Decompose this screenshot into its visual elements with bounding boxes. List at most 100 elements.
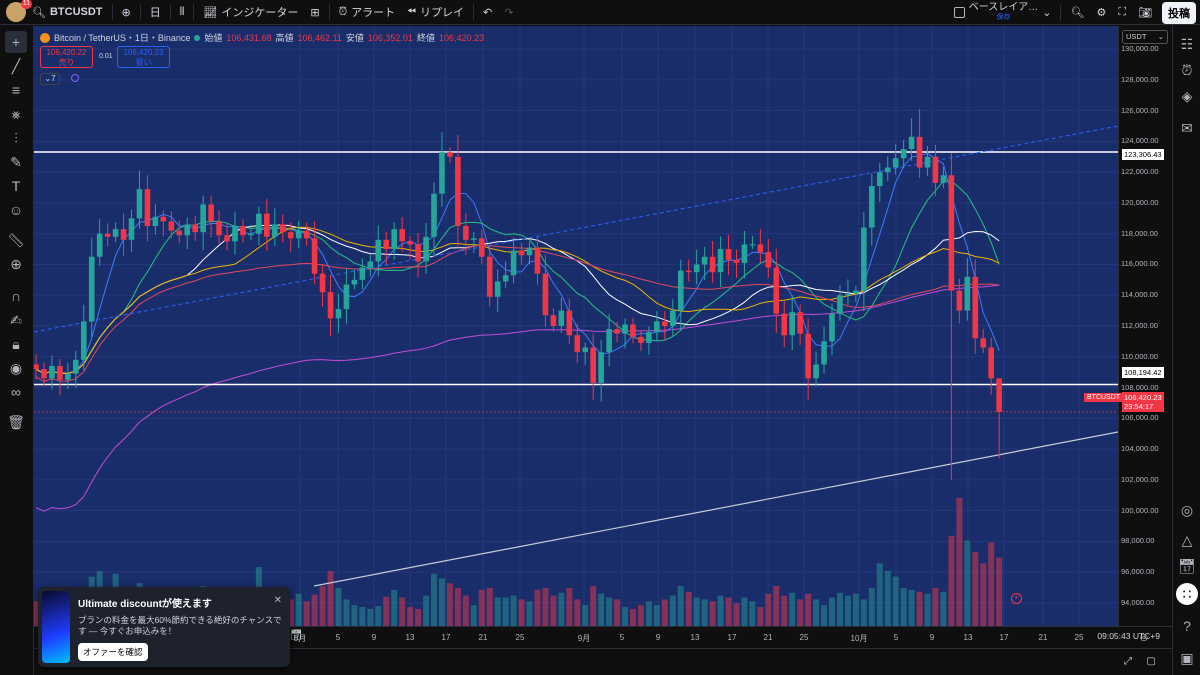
watchlist-icon[interactable]: ☷: [1180, 35, 1194, 52]
prediction-icon[interactable]: ⫶: [14, 129, 18, 146]
price-tick-label: 128,000.00: [1121, 74, 1159, 84]
candle-body: [518, 250, 525, 256]
indicators-button[interactable]: 📈︎ インジケーター: [197, 0, 304, 25]
candles: [34, 109, 1002, 480]
snapshot-button[interactable]: 📷︎: [1132, 0, 1158, 25]
utc-clock[interactable]: 09:05:43 UTC+9: [1097, 631, 1160, 641]
interval-button[interactable]: 日: [149, 7, 161, 19]
offer-button[interactable]: オファーを確認: [78, 643, 148, 661]
pattern-icon[interactable]: ⨳: [11, 105, 21, 122]
target-icon[interactable]: ◎: [1180, 501, 1194, 518]
volume-bar: [574, 599, 581, 626]
trendline-icon[interactable]: ╱: [11, 57, 21, 74]
collapse-icon[interactable]: ⤢: [1124, 656, 1132, 667]
alerts-clock-icon[interactable]: ⏰︎: [1181, 61, 1193, 78]
indicator-icon[interactable]: [71, 74, 79, 82]
drawing-toolbar: + ╱ ≡ ⨳ ⫶ ✎ T ☺ 📏︎ ⊕ ∩ ✍ 🔒︎ ◉ ∞ 🗑︎: [0, 25, 34, 675]
replay-button[interactable]: ⏪︎ リプレイ: [401, 0, 470, 25]
right-sidebar: ☷ ⏰︎ ◈ ✉ ◎ △ 📅︎ ∷ ? ▣: [1172, 25, 1200, 675]
help-icon[interactable]: ?: [1183, 618, 1191, 634]
chart-type-button[interactable]: ⫴: [174, 0, 191, 25]
eye-icon[interactable]: ◉: [9, 359, 23, 376]
link-icon[interactable]: ∞: [11, 384, 21, 400]
alert-button[interactable]: ⏰︎ アラート: [333, 0, 402, 25]
chart-pane[interactable]: [34, 26, 1118, 626]
indicator-toggle[interactable]: ⌄7: [40, 73, 60, 85]
candle-body: [471, 238, 477, 240]
layout-name-box: ベースレイア… 保存: [969, 2, 1039, 23]
candle-body: [88, 256, 95, 322]
layout-select[interactable]: ベースレイア… 保存 ⌄: [948, 0, 1058, 25]
volume-bar: [940, 591, 947, 626]
volume-bar: [534, 589, 541, 626]
time-axis[interactable]: 8月 5 9 13 17 21 25 9月 5 9 13 17 21 25 10月 5 9 13 17 21 25 ◎: [34, 626, 1172, 648]
search-icon: 🔍︎: [1070, 7, 1085, 19]
divider: [193, 4, 195, 20]
templates-button[interactable]: ⊞: [304, 0, 325, 25]
current-price: 106,420.23: [1124, 393, 1162, 402]
flash-icon[interactable]: ⚡︎: [1011, 593, 1022, 604]
undo-button[interactable]: ↶: [477, 0, 498, 25]
currency-select[interactable]: USDT ⌄: [1122, 30, 1168, 44]
chat-icon[interactable]: ✉: [1181, 119, 1193, 136]
candle-body: [932, 156, 939, 183]
magnet-icon[interactable]: ∩: [10, 288, 22, 304]
candle-body: [415, 244, 421, 262]
emoji-icon[interactable]: ☺: [8, 202, 24, 218]
text-icon[interactable]: T: [11, 178, 21, 194]
volume-bar: [526, 601, 533, 626]
chat-bubbles-icon[interactable]: ▣: [1180, 649, 1194, 666]
user-avatar[interactable]: 11: [6, 0, 32, 22]
candle-body: [463, 226, 469, 240]
divider: [472, 4, 474, 20]
close-icon[interactable]: ✕: [273, 595, 282, 606]
buy-button[interactable]: 106,420.23 買い: [117, 46, 170, 68]
replay-label: リプレイ: [419, 7, 464, 19]
volume-bar: [542, 588, 549, 626]
goto-date-icon[interactable]: 📅︎: [290, 630, 303, 641]
divider: [1060, 4, 1062, 21]
candle-body: [264, 213, 270, 237]
chevron-down-icon: ⌄: [1157, 32, 1164, 41]
lock-icon[interactable]: 🔒︎: [12, 335, 20, 352]
price-axis[interactable]: 130,000.00 128,000.00 126,000.00 124,000.00…: [1118, 26, 1172, 626]
crosshair-icon[interactable]: +: [5, 31, 27, 53]
settings-circle-icon[interactable]: ◎: [1140, 632, 1148, 642]
candle-body: [749, 244, 756, 246]
volume-bar: [884, 570, 891, 626]
volume-bar: [423, 595, 430, 626]
candle-body: [73, 359, 79, 374]
quick-search-button[interactable]: 🔍︎: [1064, 0, 1090, 25]
countdown: 23:54:17: [1124, 402, 1154, 411]
stay-drawing-icon[interactable]: ✍: [10, 311, 22, 328]
candle-body: [383, 239, 390, 250]
symbol-legend[interactable]: Bitcoin / TetherUS・1日・Binance 始値 106,431.…: [40, 31, 484, 44]
sell-button[interactable]: 106,420.22 売り: [40, 46, 93, 68]
volume-bar: [948, 535, 955, 626]
fullscreen-button[interactable]: ⛶: [1112, 0, 1132, 25]
volume-bar: [319, 586, 326, 626]
ideas-icon[interactable]: △: [1181, 531, 1193, 548]
ruler-icon[interactable]: 📏︎: [7, 231, 25, 248]
redo-button[interactable]: ↷: [498, 0, 519, 25]
candle-body: [510, 250, 517, 276]
maximize-icon[interactable]: ▢: [1146, 656, 1156, 667]
post-button[interactable]: 投稿: [1162, 1, 1196, 24]
time-tick-label: 21: [478, 633, 488, 642]
settings-button[interactable]: ⚙︎: [1090, 0, 1112, 25]
chart-canvas[interactable]: [34, 26, 1118, 626]
calendar-icon[interactable]: 📅︎: [1178, 557, 1196, 574]
candle-body: [869, 186, 875, 228]
volume-bar: [765, 593, 772, 626]
compare-symbol-button[interactable]: ⊕: [116, 0, 137, 25]
apps-icon[interactable]: ∷: [1176, 583, 1198, 605]
brush-icon[interactable]: ✎: [10, 153, 22, 170]
fib-retracement-icon[interactable]: ≡: [11, 82, 21, 98]
layers-icon[interactable]: ◈: [1181, 87, 1193, 104]
trash-icon[interactable]: 🗑︎: [7, 413, 25, 430]
layout-square-icon: [953, 7, 965, 18]
price-tick-label: 124,000.00: [1121, 136, 1159, 146]
indicators-icon: 📈︎: [203, 6, 218, 19]
symbol-search[interactable]: 🔍︎ BTCUSDT: [26, 0, 109, 25]
zoom-in-icon[interactable]: ⊕: [10, 255, 22, 272]
